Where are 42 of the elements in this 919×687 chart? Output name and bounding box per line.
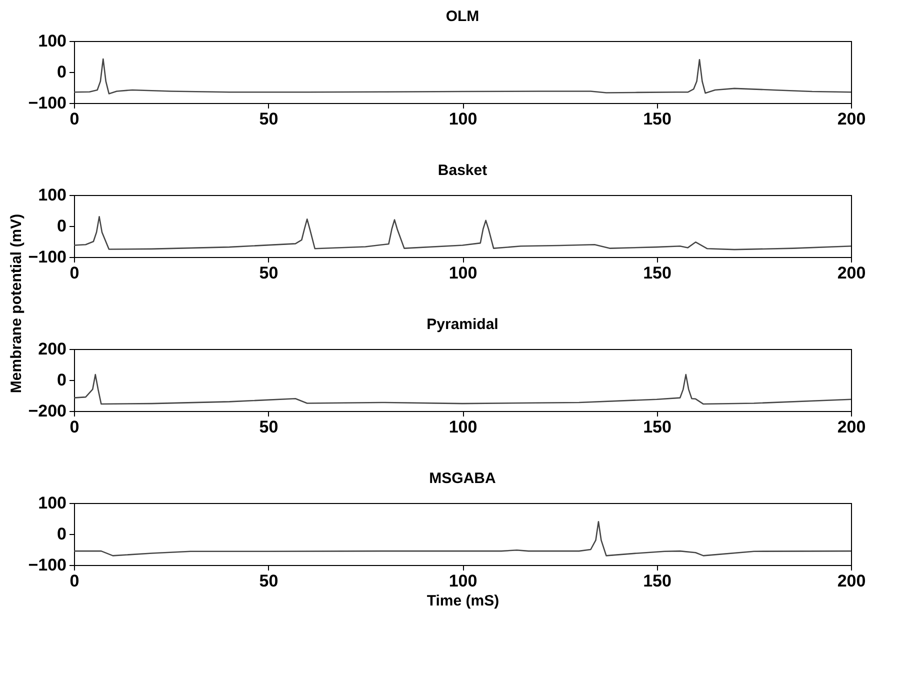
- x-tick-label: 0: [70, 110, 80, 128]
- chart-title: Basket: [438, 162, 488, 179]
- y-tick-label: 0: [57, 524, 66, 544]
- y-tick-label: 100: [38, 186, 66, 204]
- y-tick-label: 100: [38, 494, 66, 512]
- line-series: [73, 520, 852, 556]
- x-tick-label: 150: [643, 418, 672, 436]
- y-tick-label: 100: [38, 32, 66, 50]
- y-tick-label: −100: [28, 248, 66, 266]
- x-tick-label: 200: [837, 418, 866, 436]
- y-tick-label: 0: [57, 216, 66, 236]
- line-series: [73, 216, 852, 250]
- x-tick-label: 150: [643, 110, 672, 128]
- x-tick-label: 150: [643, 572, 672, 590]
- x-tick-label: 100: [448, 572, 478, 590]
- chart-title: Pyramidal: [426, 316, 498, 333]
- x-tick-label: 200: [837, 572, 866, 590]
- y-tick-label: 0: [57, 62, 66, 82]
- y-tick-label: 0: [57, 370, 66, 390]
- chart-title: MSGABA: [429, 470, 496, 487]
- x-tick-label: 0: [70, 418, 80, 436]
- y-tick-label: −100: [28, 94, 66, 112]
- x-tick-label: 50: [259, 418, 278, 436]
- y-tick-label: −200: [28, 402, 66, 420]
- x-tick-label: 200: [837, 264, 866, 282]
- x-tick-label: 100: [448, 110, 478, 128]
- x-tick-label: 50: [259, 572, 278, 590]
- line-series: [73, 58, 852, 94]
- x-axis-title: Time (mS): [426, 592, 500, 610]
- chart-title: OLM: [446, 8, 480, 25]
- x-tick-label: 200: [837, 110, 866, 128]
- x-tick-label: 100: [448, 418, 478, 436]
- y-axis-title: Membrane potential (mV): [8, 214, 26, 394]
- y-tick-label: 200: [38, 340, 66, 358]
- x-tick-label: 100: [448, 264, 478, 282]
- y-tick-label: −100: [28, 556, 66, 574]
- line-series: [73, 374, 852, 405]
- x-tick-label: 0: [70, 572, 80, 590]
- x-tick-label: 150: [643, 264, 672, 282]
- x-tick-label: 50: [259, 110, 278, 128]
- x-tick-label: 0: [70, 264, 80, 282]
- x-tick-label: 50: [259, 264, 278, 282]
